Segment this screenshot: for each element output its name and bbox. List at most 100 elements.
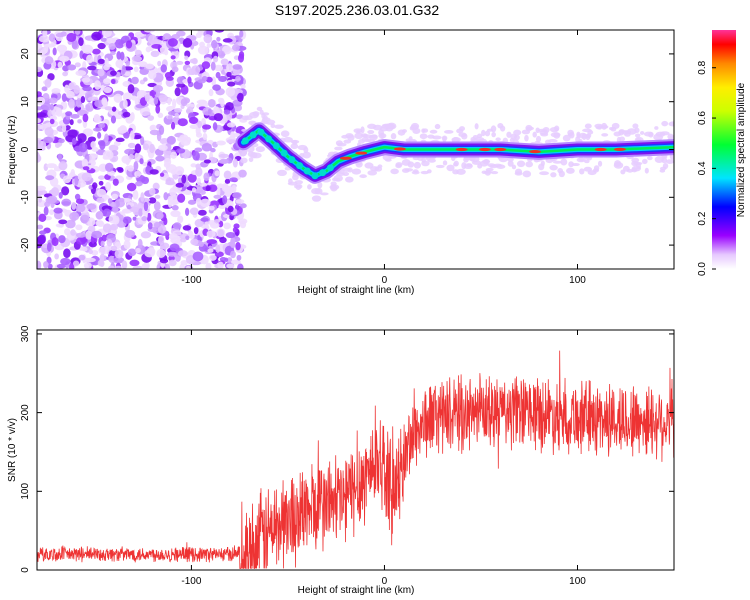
colorbar-tick-label: 0.8: [697, 60, 708, 74]
spectrogram-noise-blob: [199, 182, 208, 187]
spectrogram-noise-blob: [43, 261, 49, 269]
spectrogram-y-axis-label: Frequency (Hz): [7, 116, 18, 185]
spectrogram-halo-dot: [597, 160, 603, 167]
spectrogram-noise-blob: [58, 235, 66, 244]
spectrogram-halo-dot: [341, 167, 351, 172]
spectrogram-noise-blob: [205, 185, 211, 192]
spectrogram-noise-blob: [232, 158, 238, 168]
spectrogram-noise-blob: [58, 219, 68, 225]
spectrogram-halo-dot: [380, 132, 385, 139]
spectrogram-noise-blob: [117, 110, 123, 115]
spectrogram-noise-blob: [70, 229, 76, 236]
spectrogram-noise-blob: [216, 36, 221, 42]
spectrogram-halo-dot: [265, 119, 276, 125]
spectrogram-noise-blob: [83, 262, 92, 269]
spectrogram-noise-blob: [208, 89, 214, 97]
spectrogram-noise-blob: [181, 174, 187, 184]
spectrogram-noise-blob: [50, 187, 60, 197]
spectrogram-halo-dot: [334, 146, 343, 151]
spectrogram-halo-dot: [421, 157, 426, 163]
spectrogram-noise-blob: [214, 170, 220, 177]
spectrogram-noise-blob: [203, 34, 213, 44]
spectrogram-noise-blob: [156, 248, 166, 258]
spectrogram-halo-dot: [544, 139, 551, 145]
spectrogram-noise-blob: [72, 260, 80, 267]
spectrogram-halo-dot: [619, 136, 626, 142]
spectrogram-noise-blob: [212, 84, 221, 91]
spectrogram-noise-blob: [143, 30, 155, 33]
spectrogram-noise-blob: [166, 135, 176, 145]
spectrogram-halo-dot: [552, 160, 563, 164]
spectrogram-noise-blob: [74, 30, 81, 35]
spectrogram-noise-blob: [208, 205, 215, 211]
spectrogram-noise-blob: [106, 238, 113, 247]
spectrogram-noise-blob: [77, 119, 82, 124]
spectrogram-noise-blob: [92, 182, 98, 190]
spectrogram-noise-blob: [38, 35, 50, 43]
spectrogram-ridge-core: [339, 156, 352, 160]
spectrogram-noise-blob: [95, 211, 104, 220]
spectrogram-plot-area: [37, 30, 674, 269]
spectrogram-halo-dot: [500, 125, 506, 132]
spectrogram-noise-blob: [113, 113, 124, 120]
spectrogram-halo-dot: [290, 143, 299, 150]
spectrogram-noise-blob: [230, 259, 241, 265]
spectrogram-noise-blob: [106, 37, 117, 44]
spectrogram-noise-blob: [71, 202, 77, 210]
spectrogram-halo-dot: [331, 177, 339, 182]
spectrogram-noise-blob: [60, 257, 71, 266]
spectrogram-noise-blob: [105, 181, 112, 192]
spectrogram-noise-blob: [91, 230, 103, 239]
spectrogram-noise-blob: [174, 87, 181, 97]
spectrogram-noise-blob: [205, 262, 212, 269]
spectrogram-noise-blob: [201, 75, 208, 81]
spectrogram-halo-dot: [405, 168, 414, 172]
spectrogram-halo-dot: [558, 170, 565, 178]
spectrogram-noise-blob: [157, 60, 162, 67]
spectrogram-noise-blob: [110, 115, 117, 124]
spectrogram-noise-blob: [153, 201, 161, 211]
spectrogram-noise-blob: [191, 66, 196, 76]
spectrogram-noise-blob: [133, 161, 139, 171]
spectrogram-noise-blob: [112, 215, 120, 225]
spectrogram-noise-blob: [104, 106, 113, 111]
spectrogram-noise-blob: [44, 43, 49, 54]
spectrogram-noise-blob: [206, 43, 212, 48]
spectrogram-halo-dot: [359, 174, 367, 179]
spectrogram-halo-dot: [442, 160, 448, 166]
spectrogram-halo-dot: [317, 181, 323, 189]
spectrogram-halo-dot: [581, 133, 587, 140]
spectrogram-noise-blob: [57, 153, 62, 162]
spectrogram-noise-blob: [56, 44, 68, 53]
spectrogram-noise-blob: [127, 165, 135, 172]
spectrogram-noise-blob: [172, 222, 182, 230]
spectrogram-halo-dot: [513, 134, 520, 141]
spectrogram-noise-blob: [182, 225, 192, 231]
spectrogram-noise-blob: [47, 263, 53, 269]
spectrogram-noise-blob: [187, 199, 197, 205]
spectrogram-noise-blob: [80, 95, 86, 104]
spectrogram-ridge-core: [478, 147, 491, 152]
spectrogram-halo-dot: [259, 109, 264, 115]
spectrogram-halo-dot: [252, 111, 260, 117]
spectrogram-noise-blob: [82, 166, 90, 171]
spectrogram-halo-dot: [453, 162, 458, 167]
spectrogram-noise-blob: [132, 189, 139, 200]
spectrogram-x-tick-label: 0: [382, 275, 388, 286]
spectrogram-halo-dot: [307, 184, 312, 190]
spectrogram-noise-blob: [202, 124, 212, 130]
spectrogram-noise-blob: [37, 118, 42, 124]
spectrogram-noise-blob: [222, 195, 228, 205]
spectrogram-noise-blob: [137, 238, 143, 249]
spectrogram-noise-blob: [138, 208, 144, 217]
spectrogram-noise-blob: [167, 251, 178, 257]
spectrogram-halo-dot: [342, 171, 350, 176]
spectrogram-noise-blob: [97, 58, 105, 65]
spectrogram-halo-dot: [401, 129, 407, 133]
spectrogram-halo-dot: [641, 158, 648, 165]
spectrogram-noise-blob: [211, 39, 218, 49]
spectrogram-noise-blob: [54, 253, 59, 260]
spectrogram-noise-blob: [171, 200, 177, 206]
spectrogram-noise-blob: [189, 124, 200, 129]
spectrogram-noise-blob: [115, 59, 124, 68]
